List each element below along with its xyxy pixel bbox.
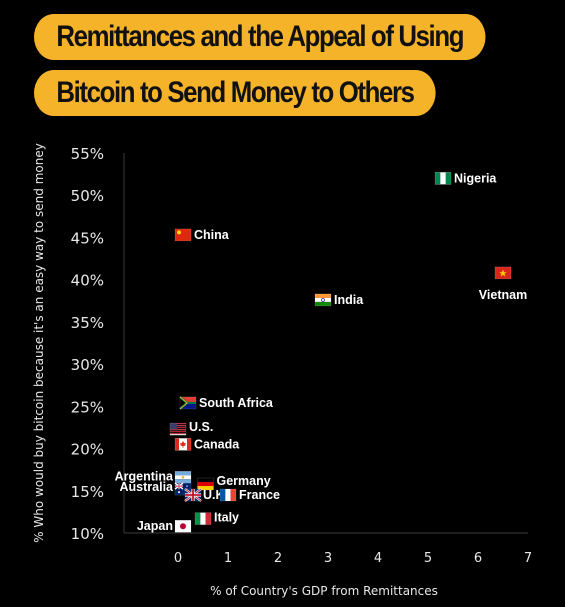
germany-flag-icon — [197, 477, 214, 491]
italy-flag-icon — [194, 512, 212, 525]
nigeria-flag-icon — [434, 172, 452, 185]
chart-title-line-1: Remittances and the Appeal of Using — [34, 14, 486, 60]
south-africa-flag-icon — [179, 396, 197, 410]
y-tick-label: 20% — [71, 441, 104, 459]
uk-flag-icon — [184, 488, 202, 502]
x-tick-label: 6 — [474, 551, 482, 566]
france-flag-icon — [219, 488, 237, 502]
point-label: India — [334, 293, 364, 307]
y-tick-label: 55% — [71, 145, 104, 163]
japan-flag-icon — [174, 519, 192, 533]
y-axis-title: % Who would buy bitcoin because it's an … — [32, 143, 46, 543]
x-tick-label: 4 — [374, 551, 382, 566]
y-tick-label: 10% — [71, 525, 104, 543]
x-tick-label: 7 — [524, 551, 532, 566]
india-flag-icon — [314, 293, 332, 307]
point-label: Japan — [137, 519, 173, 533]
y-tick-label: 30% — [71, 356, 104, 374]
point-label: Nigeria — [454, 171, 497, 185]
y-tick-label: 15% — [71, 483, 104, 501]
y-tick-label: 25% — [71, 398, 104, 416]
point-label: France — [239, 488, 280, 502]
x-tick-label: 5 — [424, 551, 432, 566]
point-label: South Africa — [199, 396, 274, 410]
vietnam-flag-icon — [494, 266, 512, 280]
argentina-flag-icon — [174, 471, 192, 484]
point-label: U.S. — [189, 420, 213, 434]
y-tick-label: 50% — [71, 187, 104, 205]
point-label: Canada — [194, 437, 240, 451]
x-tick-label: 1 — [224, 551, 232, 566]
y-tick-label: 40% — [71, 272, 104, 290]
x-tick-label: 3 — [324, 551, 332, 566]
y-tick-label: 45% — [71, 229, 104, 247]
x-tick-label: 0 — [174, 551, 182, 566]
chart-title-line-2: Bitcoin to Send Money to Others — [34, 70, 436, 116]
canada-flag-icon — [174, 438, 192, 451]
x-tick-label: 2 — [274, 551, 282, 566]
point-label: China — [194, 228, 230, 242]
point-label: Italy — [214, 511, 239, 525]
point-label: Australia — [120, 480, 175, 494]
point-label: Argentina — [115, 469, 174, 483]
china-flag-icon — [174, 228, 192, 242]
x-axis-title: % of Country's GDP from Remittances — [210, 584, 438, 598]
us-flag-icon — [169, 422, 187, 436]
point-label: Vietnam — [479, 288, 527, 302]
point-label: Germany — [217, 474, 271, 488]
y-tick-label: 35% — [71, 314, 104, 332]
